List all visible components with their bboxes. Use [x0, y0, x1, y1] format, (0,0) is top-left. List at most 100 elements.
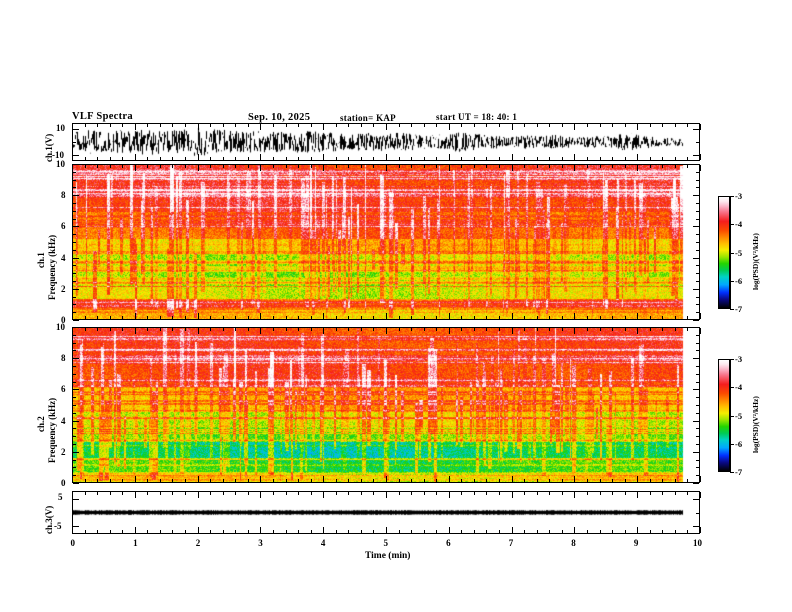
y-tick — [73, 164, 79, 165]
y-tick — [696, 436, 699, 438]
x-tick — [84, 157, 86, 160]
y-tick — [693, 257, 699, 259]
x-tick — [423, 316, 425, 319]
ch2-freq-tick-2: 2 — [61, 446, 66, 457]
x-tick — [360, 530, 362, 533]
x-tick — [411, 165, 413, 168]
y-tick — [696, 218, 699, 220]
x-tick — [298, 479, 300, 482]
x-tick — [373, 530, 375, 533]
ch1-spectrogram-ylabel-ch: ch.1 — [36, 252, 46, 268]
x-tick — [97, 530, 99, 533]
x-tick-label-0: 0 — [70, 538, 76, 548]
x-tick — [649, 165, 651, 168]
x-tick — [561, 316, 563, 319]
y-tick — [73, 444, 76, 445]
x-tick — [172, 479, 174, 482]
y-tick — [696, 412, 699, 414]
x-tick — [222, 530, 224, 533]
x-tick — [360, 479, 362, 482]
x-tick — [109, 157, 111, 160]
x-tick — [373, 316, 375, 319]
x-tick — [700, 313, 701, 319]
ch2-spectrogram-plot — [73, 328, 699, 482]
x-tick — [310, 157, 312, 160]
x-tick — [536, 328, 538, 331]
y-tick — [73, 234, 76, 236]
x-tick — [536, 165, 538, 168]
x-tick — [185, 530, 187, 533]
x-tick-label-8: 8 — [571, 538, 576, 548]
x-tick — [561, 492, 563, 495]
y-tick — [73, 475, 76, 477]
x-tick — [574, 328, 576, 334]
y-tick — [696, 467, 699, 469]
x-tick — [398, 479, 400, 482]
x-tick — [298, 328, 300, 331]
x-tick — [323, 476, 325, 482]
x-tick-label-3: 3 — [258, 538, 263, 548]
x-tick — [536, 479, 538, 482]
x-tick — [147, 316, 149, 319]
x-tick — [436, 328, 438, 331]
x-tick — [386, 328, 387, 334]
x-tick — [473, 530, 475, 533]
observation-date: Sep. 10, 2025 — [248, 112, 311, 123]
x-tick — [448, 476, 450, 482]
x-tick — [122, 124, 124, 127]
x-tick — [398, 157, 400, 160]
x-tick — [109, 530, 111, 533]
y-tick — [73, 512, 76, 514]
y-tick — [73, 342, 76, 344]
x-tick — [84, 492, 86, 495]
x-tick — [72, 492, 73, 498]
x-tick-label-2: 2 — [195, 538, 201, 548]
x-tick — [97, 157, 99, 160]
x-tick — [511, 527, 513, 533]
x-tick — [536, 316, 538, 319]
y-tick — [693, 129, 699, 131]
x-tick — [373, 328, 375, 331]
y-tick — [73, 242, 76, 243]
x-tick — [172, 124, 174, 127]
ch1-freq-tick-2: 2 — [61, 283, 66, 294]
x-tick — [235, 165, 237, 168]
x-tick — [448, 492, 450, 498]
x-tick — [411, 479, 413, 482]
colorbar-tick — [730, 472, 734, 473]
x-tick — [637, 328, 639, 334]
x-tick — [260, 492, 262, 498]
x-tick — [84, 124, 86, 127]
x-tick — [310, 492, 312, 495]
y-tick — [696, 312, 699, 314]
x-tick-label-1: 1 — [133, 538, 138, 548]
x-tick — [348, 165, 350, 168]
x-tick — [310, 530, 312, 533]
x-tick — [486, 165, 488, 168]
y-tick — [73, 373, 76, 375]
x-tick — [398, 165, 400, 168]
ch1-freq-tick-0: 0 — [61, 315, 66, 325]
x-tick-label-5: 5 — [383, 538, 389, 548]
y-tick — [73, 483, 79, 484]
x-tick — [624, 530, 626, 533]
x-tick — [649, 479, 651, 482]
x-tick — [561, 165, 563, 168]
y-tick — [73, 288, 79, 290]
x-tick — [687, 157, 689, 160]
x-tick — [72, 313, 73, 319]
ch1-freq-tick-10: 10 — [56, 159, 65, 169]
x-tick — [210, 492, 212, 495]
x-tick — [84, 479, 86, 482]
x-tick — [700, 124, 701, 130]
x-tick — [599, 157, 601, 160]
x-tick — [197, 313, 199, 319]
x-tick — [185, 124, 187, 127]
x-tick — [687, 479, 689, 482]
x-tick — [423, 165, 425, 168]
x-tick — [210, 157, 212, 160]
x-tick — [210, 316, 212, 319]
x-tick — [235, 316, 237, 319]
x-tick — [222, 165, 224, 168]
